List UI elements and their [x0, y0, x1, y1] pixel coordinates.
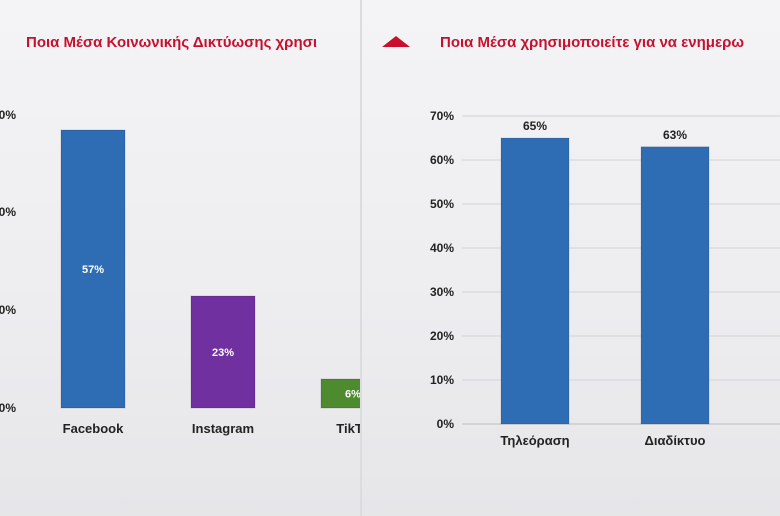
- y-tick-label: 30%: [430, 285, 454, 299]
- panel-divider: [360, 0, 362, 516]
- y-tick-label: 70%: [430, 109, 454, 123]
- data-label: 57%: [82, 264, 104, 276]
- x-tick-label: Διαδίκτυο: [644, 433, 705, 448]
- left-slide-panel: Ποια Μέσα Κοινωνικής Δικτύωσης χρησι 0% 0…: [0, 0, 360, 516]
- bar-0: [500, 137, 570, 425]
- bar-facebook: [60, 129, 126, 409]
- social-media-bar-chart: 0% 0% 0% 0% 57% Facebook 23% Instagram 6% TikTo: [0, 108, 360, 436]
- right-chart-title: Ποια Μέσα χρησιμοποιείτε για να ενημερω: [440, 34, 745, 51]
- x-tick-label: TikTo: [336, 421, 360, 436]
- y-tick-label: 40%: [430, 241, 454, 255]
- y-tick-label: 0%: [0, 108, 16, 122]
- y-tick-label: 0%: [437, 417, 455, 431]
- y-tick-label: 60%: [430, 153, 454, 167]
- x-tick-label: Facebook: [63, 421, 124, 436]
- data-label: 23%: [212, 347, 234, 359]
- triangle-icon: [382, 36, 410, 47]
- x-tick-label: Τηλεόραση: [500, 433, 569, 448]
- bar-tikto: [320, 378, 360, 409]
- data-label: 65%: [523, 119, 547, 133]
- data-label: 6%: [345, 389, 360, 401]
- y-tick-label: 0%: [0, 205, 16, 219]
- bar-1: [640, 146, 710, 425]
- y-tick-label: 20%: [430, 329, 454, 343]
- y-tick-label: 50%: [430, 197, 454, 211]
- x-tick-label: Instagram: [192, 421, 254, 436]
- y-tick-label: 0%: [0, 303, 16, 317]
- bar-instagram: [190, 295, 256, 409]
- data-label: 63%: [663, 128, 687, 142]
- y-tick-label: 0%: [0, 401, 16, 415]
- left-chart-title: Ποια Μέσα Κοινωνικής Δικτύωσης χρησι: [26, 34, 318, 51]
- right-slide-panel: Ποια Μέσα χρησιμοποιείτε για να ενημερω …: [362, 0, 780, 516]
- y-tick-label: 10%: [430, 373, 454, 387]
- news-media-bar-chart: 0% 10% 20% 30% 40% 50% 60% 70% 65% Τηλεόραση 63% Δι…: [430, 109, 780, 448]
